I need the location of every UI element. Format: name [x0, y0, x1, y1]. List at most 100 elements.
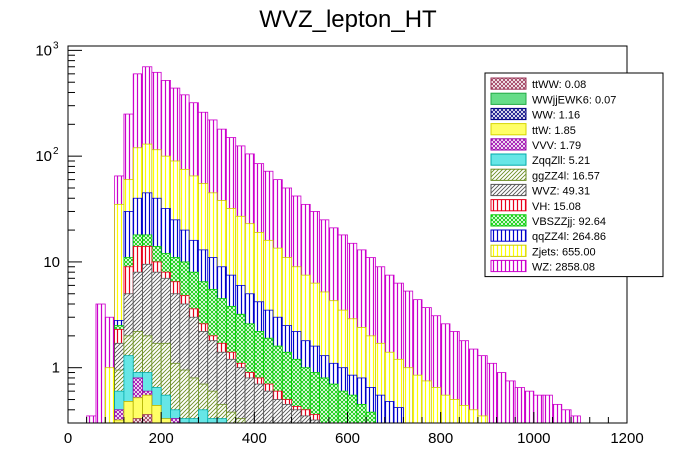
legend-entry: ZqqZll: 5.21 — [490, 153, 590, 167]
bar-vbszzjj — [319, 377, 330, 424]
x-tick-label: 200 — [149, 430, 174, 447]
bar-wvz — [281, 403, 292, 424]
legend-swatch — [490, 92, 527, 105]
bar-wvz — [244, 377, 255, 424]
x-tick-label: 800 — [428, 430, 453, 447]
legend-label: WW: 1.16 — [532, 110, 580, 122]
bar-wz — [542, 394, 553, 424]
legend-entry: WW: 1.16 — [490, 107, 580, 122]
legend-swatch — [490, 168, 527, 181]
y-tick-exponent: 3 — [53, 40, 59, 51]
bar-wz — [95, 303, 106, 424]
y-tick-label: 10 — [43, 254, 60, 271]
legend-swatch — [490, 259, 527, 273]
legend-label: WVZ: 49.31 — [532, 186, 590, 198]
bar-zqqzll — [179, 418, 190, 424]
legend-label: VBSZZjj: 92.64 — [532, 216, 606, 228]
bar-wz — [514, 387, 525, 424]
y-tick-label: 10 — [35, 148, 52, 165]
bar-wz — [486, 362, 497, 424]
bar-wz — [505, 380, 516, 424]
legend-entry: Zjets: 655.00 — [490, 244, 596, 258]
bar-zqqzll — [188, 418, 199, 424]
y-tick-label: 10 — [35, 42, 52, 59]
legend-swatch — [490, 77, 527, 90]
legend-entry: VVV: 1.79 — [490, 138, 581, 152]
legend-swatch — [490, 183, 527, 197]
bar-wz — [86, 415, 97, 424]
bar-wvz — [235, 367, 246, 424]
legend-label: ttWW: 0.08 — [532, 79, 586, 91]
bar-ttw — [151, 405, 162, 424]
bar-wvz — [263, 390, 274, 424]
legend-entry: WVZ: 49.31 — [490, 183, 590, 198]
legend-label: qqZZ4l: 264.86 — [532, 231, 606, 243]
bar-vbszzjj — [347, 394, 358, 424]
bar-vbszzjj — [328, 383, 339, 424]
bar-zqqzll — [207, 418, 218, 424]
legend-swatch — [490, 244, 527, 257]
legend-entry: ttW: 1.85 — [490, 123, 576, 137]
bar-wvz — [291, 409, 302, 424]
bar-qqzz4l — [375, 394, 386, 424]
bar-wz — [561, 409, 572, 424]
bar-vbszzjj — [365, 411, 376, 424]
bar-wvz — [300, 415, 311, 424]
y-tick-exponent: 2 — [53, 146, 59, 157]
legend-label: WWjjEWK6: 0.07 — [532, 94, 616, 106]
legend-label: VH: 15.08 — [532, 201, 581, 213]
bar-qqzz4l — [393, 407, 404, 424]
bar-ttw — [123, 401, 134, 424]
bar-ggzz4l — [225, 411, 237, 424]
legend-swatch — [490, 229, 527, 242]
bar-zjets — [440, 394, 451, 424]
bar-zjets — [402, 367, 414, 424]
bar-wz — [552, 403, 563, 424]
legend-entry: qqZZ4l: 264.86 — [490, 229, 606, 243]
bar-wz — [524, 390, 535, 424]
bar-qqzz4l — [384, 401, 395, 424]
bar-wz — [477, 355, 488, 424]
legend-entry: ttWW: 0.08 — [490, 77, 586, 91]
legend-entry: VBSZZjj: 92.64 — [490, 214, 606, 228]
legend-entry: WZ: 2858.08 — [490, 259, 595, 274]
bar-wvz — [272, 399, 283, 424]
legend-label: WZ: 2858.08 — [532, 262, 595, 274]
legend-entry: VH: 15.08 — [490, 199, 581, 213]
legend-label: VVV: 1.79 — [532, 140, 581, 152]
bar-vbszzjj — [356, 403, 367, 424]
bar-zjets — [430, 387, 442, 424]
bar-zjets — [421, 380, 432, 424]
bar-ttww — [142, 414, 153, 424]
bar-zjets — [477, 415, 488, 424]
legend-swatch — [490, 138, 527, 151]
bar-ggzz4l — [188, 377, 199, 424]
legend-swatch — [490, 123, 527, 136]
legend-label: ttW: 1.85 — [532, 125, 576, 137]
bar-ttww — [132, 418, 143, 424]
bar-vvv — [170, 418, 181, 424]
bar-ggzz4l — [235, 418, 246, 424]
legend-label: Zjets: 655.00 — [532, 246, 596, 258]
bar-zjets — [104, 367, 115, 424]
legend-label: ZqqZll: 5.21 — [532, 155, 590, 167]
bar-vbszzjj — [337, 390, 348, 424]
legend-swatch — [490, 199, 527, 212]
legend-entry: WWjjEWK6: 0.07 — [490, 92, 616, 106]
legend-swatch — [490, 153, 527, 166]
chart-title: WVZ_lepton_HT — [259, 6, 437, 33]
bar-wz — [570, 415, 581, 424]
x-tick-label: 400 — [242, 430, 267, 447]
bar-zqqzll — [216, 418, 227, 424]
bar-zjets — [468, 409, 479, 424]
bar-zjets — [412, 374, 423, 424]
x-tick-label: 1000 — [517, 430, 550, 447]
x-tick-label: 600 — [335, 430, 360, 447]
bar-zqqzll — [198, 409, 209, 424]
x-tick-label: 1200 — [610, 430, 643, 447]
y-tick-label: 1 — [52, 360, 60, 377]
bar-ggzz4l — [179, 369, 190, 424]
bar-wz — [496, 372, 507, 424]
